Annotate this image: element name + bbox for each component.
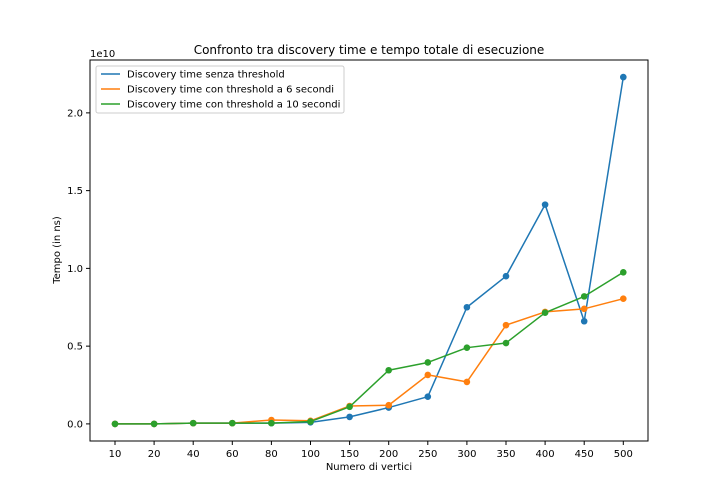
y-tick-label: 2.0 [67, 108, 83, 119]
x-tick-label: 500 [614, 449, 633, 460]
chart-title: Confronto tra discovery time e tempo tot… [194, 43, 545, 57]
data-point [541, 201, 549, 208]
x-tick-label: 100 [301, 449, 320, 460]
plot-area [111, 73, 627, 428]
data-point [346, 403, 353, 411]
data-point [502, 272, 510, 280]
y-tick-label: 1.5 [67, 186, 83, 197]
legend-label: Discovery time con threshold a 10 second… [127, 100, 340, 111]
x-tick-label: 250 [418, 449, 437, 460]
data-point [150, 420, 158, 428]
x-axis-label: Numero di vertici [326, 462, 412, 473]
legend: Discovery time senza threshold Discovery … [95, 65, 345, 114]
data-point [424, 371, 432, 379]
data-point [620, 295, 627, 303]
data-point [268, 419, 275, 427]
x-tick-label: 400 [536, 449, 555, 460]
y-tick-label: 1.0 [67, 264, 83, 275]
data-point [463, 378, 471, 386]
data-point [111, 420, 119, 428]
series-line-1 [115, 76, 625, 425]
data-point [346, 413, 353, 421]
x-tick-label: 20 [148, 449, 161, 460]
series-line-3 [115, 271, 624, 425]
x-tick-label: 80 [265, 449, 278, 460]
data-point [385, 401, 393, 409]
legend-box [95, 65, 345, 114]
x-tick-label: 350 [496, 449, 515, 460]
data-point [620, 268, 627, 276]
axes: 10 20 40 60 80 100 150 200 250 300 350 400 450 500 0.0… [67, 108, 633, 460]
data-point [580, 293, 588, 300]
data-point [385, 366, 393, 374]
data-point [307, 418, 314, 425]
data-point [463, 303, 471, 311]
legend-label: Discovery time con threshold a 6 secondi [127, 85, 334, 96]
x-tick-label: 200 [379, 449, 398, 460]
x-tick-label: 450 [575, 449, 594, 460]
x-tick-label: 150 [340, 449, 359, 460]
y-tick-label: 0.5 [67, 342, 83, 353]
data-point [580, 317, 588, 325]
x-tick-label: 10 [109, 449, 122, 460]
data-point [463, 344, 471, 351]
data-point [424, 359, 432, 366]
data-point [189, 419, 197, 427]
data-point [424, 393, 432, 400]
data-point [580, 305, 588, 313]
y-axis-label: Tempo (in ns) [52, 216, 63, 285]
data-point [502, 339, 510, 347]
data-point [502, 321, 510, 329]
y-tick-label: 0.0 [67, 419, 83, 430]
legend-label: Discovery time senza threshold [127, 70, 285, 81]
x-tick-label: 40 [187, 449, 200, 460]
x-tick-label: 300 [457, 449, 476, 460]
series-line-2 [115, 297, 624, 425]
axes-frame [89, 59, 649, 442]
data-point [620, 73, 627, 81]
data-point [541, 309, 549, 317]
data-point [229, 419, 236, 427]
y-offset-label: 1e10 [90, 49, 115, 60]
x-tick-label: 60 [226, 449, 239, 460]
